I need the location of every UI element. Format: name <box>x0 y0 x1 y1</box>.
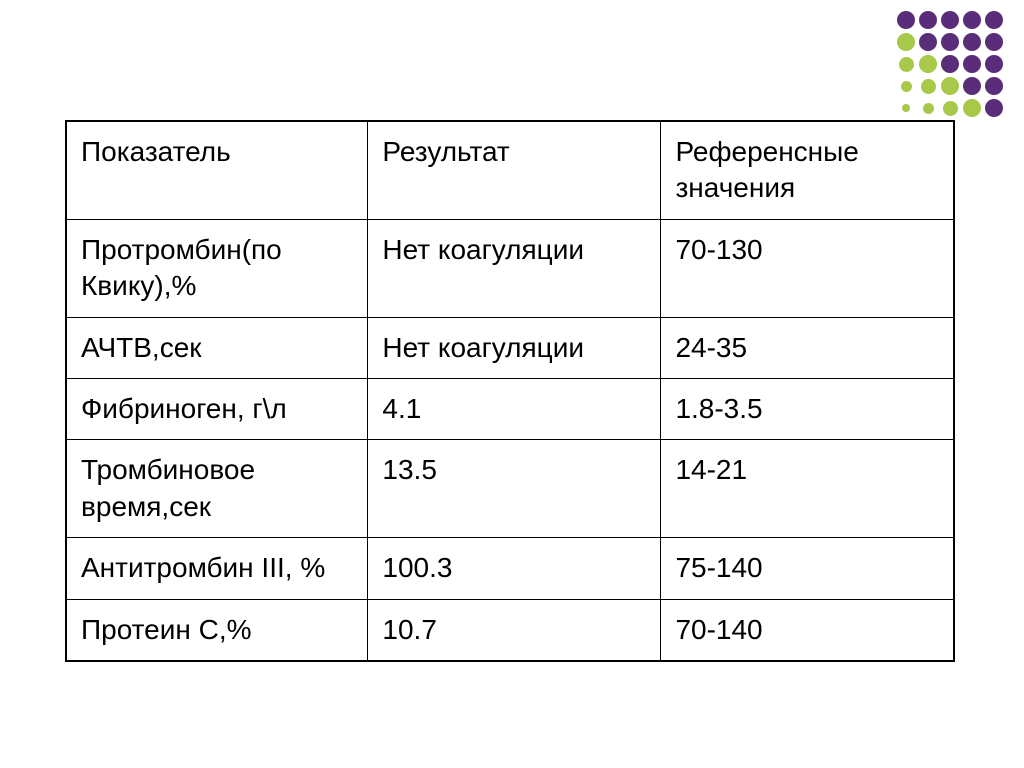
decoration-dot <box>941 11 959 29</box>
decoration-dot <box>897 11 915 29</box>
cell-reference: 75-140 <box>661 538 954 599</box>
table-row: Тромбиновое время,сек 13.5 14-21 <box>66 440 954 538</box>
decoration-dot <box>902 104 910 112</box>
decoration-dot <box>921 79 936 94</box>
header-reference: Референсные значения <box>661 121 954 219</box>
table-header-row: Показатель Результат Референсные значени… <box>66 121 954 219</box>
cell-result: Нет коагуляции <box>368 317 661 378</box>
cell-indicator: Протеин С,% <box>66 599 368 661</box>
decoration-dot <box>941 77 959 95</box>
decoration-dot <box>963 77 981 95</box>
decoration-dot <box>919 33 937 51</box>
decoration-dot <box>985 33 1003 51</box>
decoration-dot <box>985 99 1003 117</box>
table-row: Фибриноген, г\л 4.1 1.8-3.5 <box>66 378 954 439</box>
decoration-dot <box>963 55 981 73</box>
decoration-dot <box>919 11 937 29</box>
cell-indicator: Протромбин(по Квику),% <box>66 219 368 317</box>
table-row: Протеин С,% 10.7 70-140 <box>66 599 954 661</box>
table-row: АЧТВ,сек Нет коагуляции 24-35 <box>66 317 954 378</box>
cell-result: Нет коагуляции <box>368 219 661 317</box>
decoration-dot <box>963 11 981 29</box>
decoration-dot <box>919 55 937 73</box>
decoration-dot <box>899 57 914 72</box>
cell-indicator: Фибриноген, г\л <box>66 378 368 439</box>
decoration-dot <box>943 101 958 116</box>
cell-reference: 70-130 <box>661 219 954 317</box>
cell-indicator: АЧТВ,сек <box>66 317 368 378</box>
decoration-dot <box>901 81 912 92</box>
coagulation-table: Показатель Результат Референсные значени… <box>65 120 955 662</box>
cell-reference: 24-35 <box>661 317 954 378</box>
cell-result: 100.3 <box>368 538 661 599</box>
decoration-dot <box>941 33 959 51</box>
cell-result: 13.5 <box>368 440 661 538</box>
table-row: Антитромбин III, % 100.3 75-140 <box>66 538 954 599</box>
decoration-dot <box>985 55 1003 73</box>
decoration-dot <box>941 55 959 73</box>
decoration-dot <box>897 33 915 51</box>
cell-indicator: Тромбиновое время,сек <box>66 440 368 538</box>
header-result: Результат <box>368 121 661 219</box>
header-indicator: Показатель <box>66 121 368 219</box>
cell-reference: 14-21 <box>661 440 954 538</box>
cell-indicator: Антитромбин III, % <box>66 538 368 599</box>
decoration-dot <box>963 33 981 51</box>
coagulation-table-container: Показатель Результат Референсные значени… <box>65 120 955 662</box>
cell-result: 10.7 <box>368 599 661 661</box>
cell-reference: 70-140 <box>661 599 954 661</box>
decoration-dot <box>963 99 981 117</box>
cell-reference: 1.8-3.5 <box>661 378 954 439</box>
decoration-dot <box>985 11 1003 29</box>
corner-decoration <box>896 10 1004 118</box>
table-row: Протромбин(по Квику),% Нет коагуляции 70… <box>66 219 954 317</box>
cell-result: 4.1 <box>368 378 661 439</box>
decoration-dot <box>923 103 934 114</box>
decoration-dot <box>985 77 1003 95</box>
